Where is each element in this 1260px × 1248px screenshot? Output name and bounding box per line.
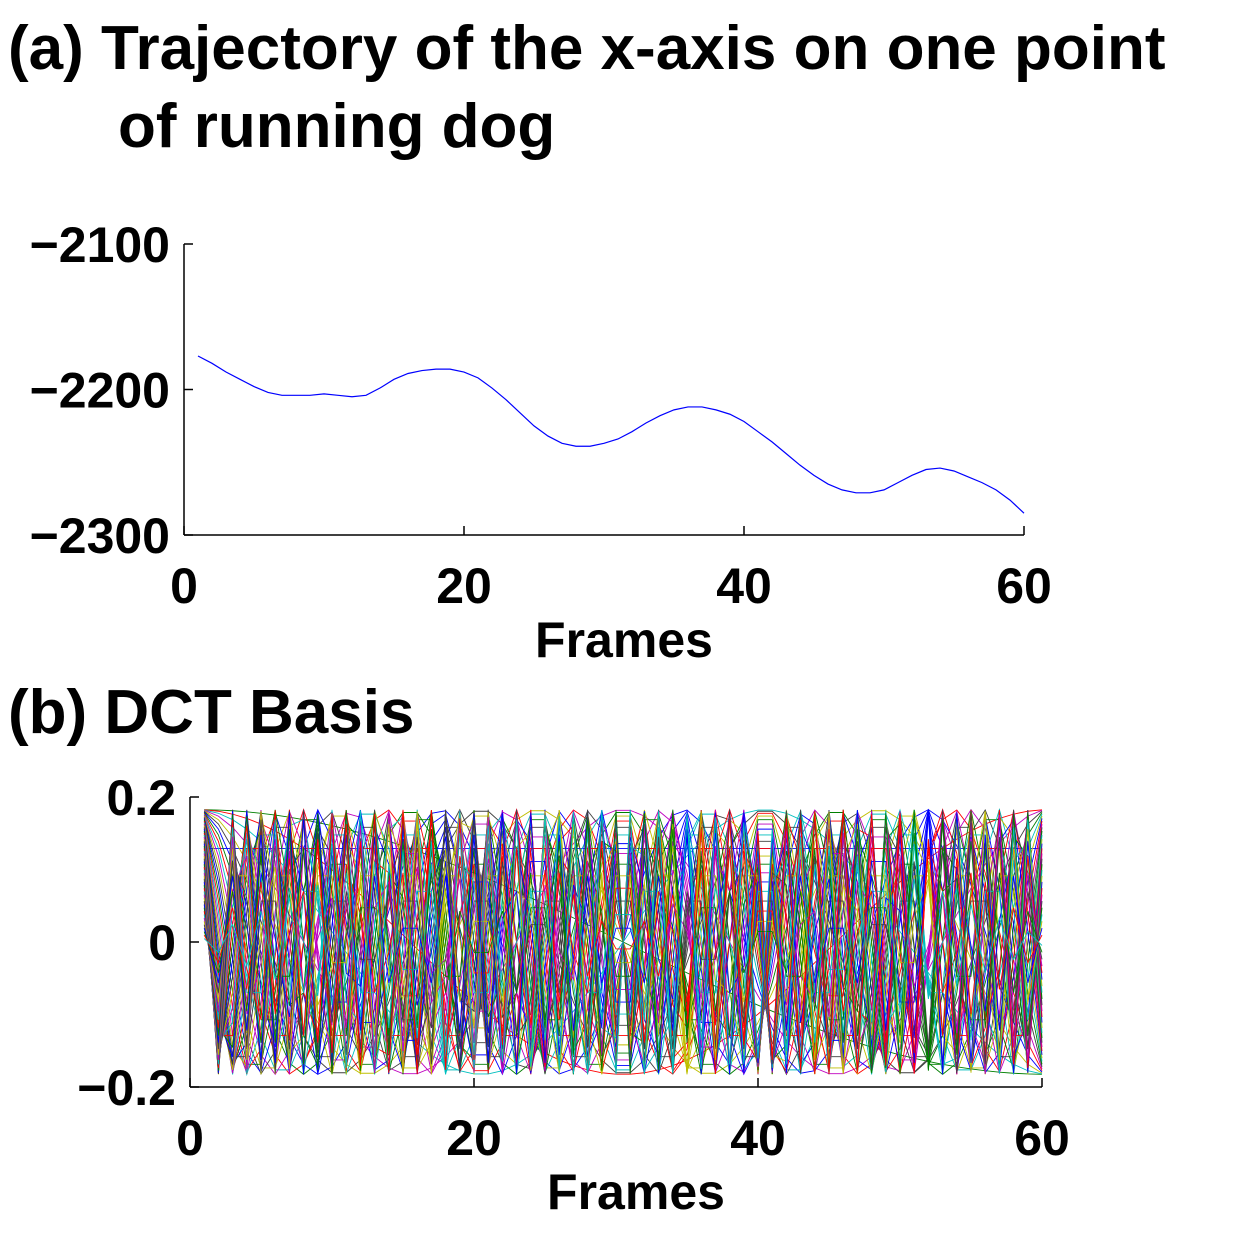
dct-basis-line-26: [203, 809, 1043, 1075]
x-axis-label: Frames: [535, 612, 713, 668]
dct-basis-line-48: [203, 809, 1043, 1050]
x-tick-label: 60: [996, 558, 1052, 614]
y-tick-label: −2200: [30, 363, 170, 419]
x-axis-label: Frames: [547, 1164, 725, 1220]
dct-basis-line-59: [203, 809, 1043, 1075]
dct-basis-line-40: [203, 875, 1043, 1075]
dct-basis-line-50: [203, 814, 1043, 1070]
x-tick-label: 20: [446, 1110, 502, 1166]
y-tick-label: −0.2: [77, 1060, 176, 1116]
x-tick-label: 0: [176, 1110, 204, 1166]
chart-b-title: (b) DCT Basis: [8, 678, 415, 747]
y-tick-label: −2100: [30, 217, 170, 273]
y-tick-label: 0.2: [106, 770, 176, 826]
dct-basis-line-6: [203, 810, 1043, 1074]
x-tick-label: 0: [170, 558, 198, 614]
chart-a-title-line1: (a) Trajectory of the x-axis on one poin…: [8, 14, 1166, 83]
dct-basis-line-12: [203, 815, 1043, 1069]
y-tick-label: −2300: [30, 508, 170, 564]
x-tick-label: 20: [436, 558, 492, 614]
y-tick-label: 0: [148, 915, 176, 971]
x-tick-label: 40: [716, 558, 772, 614]
x-tick-label: 60: [1014, 1110, 1070, 1166]
dct-basis-line-56: [203, 812, 1043, 1075]
x-tick-label: 40: [730, 1110, 786, 1166]
chart-a-title-line2: of running dog: [118, 92, 556, 161]
dct-basis-line-20: [203, 826, 1043, 1058]
dct-basis-line-54: [203, 811, 1043, 1073]
series-line-trajectory: [197, 355, 1025, 514]
